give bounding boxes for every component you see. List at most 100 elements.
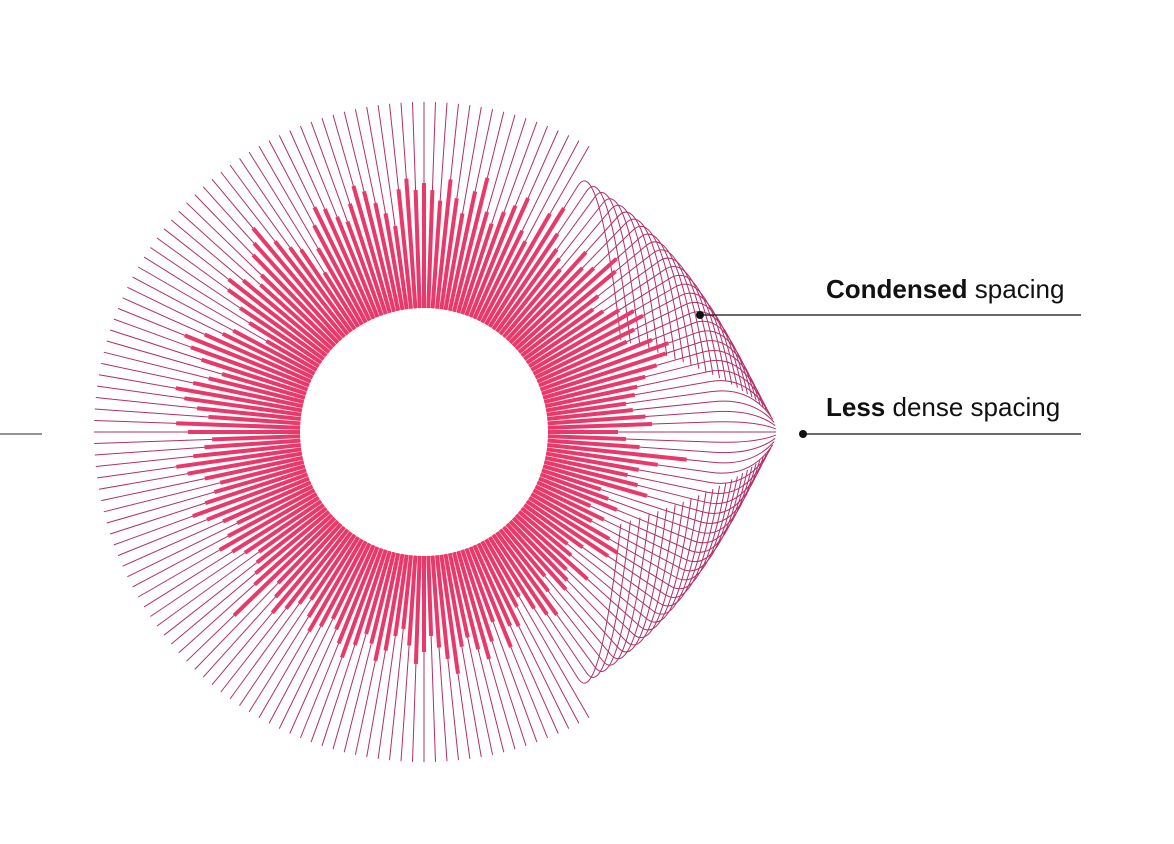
radial-bar [401, 555, 413, 630]
radial-bar [206, 476, 310, 522]
radial-bar [498, 528, 550, 593]
radial-bar [498, 257, 561, 336]
spoke-line [512, 225, 684, 363]
radial-bar [523, 307, 595, 361]
radial-bar [373, 552, 401, 662]
spoke-line [540, 330, 757, 401]
spoke-line [546, 380, 772, 417]
spoke-line [524, 488, 714, 607]
radial-bar [383, 213, 405, 311]
radial-bar [547, 443, 687, 462]
radial-bar [530, 309, 635, 372]
radial-bar [542, 363, 658, 400]
radial-bar [248, 321, 320, 368]
radial-bar [508, 519, 569, 582]
radial-bar [413, 190, 422, 309]
spoke-line [533, 292, 738, 388]
radial-bar [491, 232, 560, 331]
radial-bar [520, 506, 569, 546]
condensed-callout-dot [696, 311, 704, 319]
radial-bar [460, 549, 494, 642]
radial-bar [456, 550, 492, 660]
radial-bar [439, 554, 460, 674]
radial-bar [331, 542, 372, 620]
radial-bar [544, 455, 628, 478]
radial-bar [532, 488, 593, 523]
radial-bar [491, 533, 549, 616]
spoke-line [541, 340, 761, 404]
radial-bar [488, 207, 566, 328]
radial-bar [452, 177, 490, 313]
spoke-line [537, 311, 748, 395]
radial-bar [476, 542, 521, 627]
radial-bar [257, 503, 325, 554]
radial-bar [231, 496, 320, 554]
spoke-line [506, 507, 668, 653]
radial-bar [297, 531, 353, 605]
radial-bar [407, 555, 418, 646]
condensed-rest: spacing [967, 274, 1065, 304]
spoke-line [499, 514, 650, 666]
radial-bar [208, 414, 301, 426]
radial-bar [545, 451, 640, 472]
radial-bar [218, 492, 318, 552]
spoke-line [521, 249, 707, 372]
radial-bar [464, 547, 495, 623]
radial-bar [345, 220, 384, 317]
radial-bar [439, 198, 459, 310]
spoke-line [538, 466, 753, 544]
radial-bar [480, 540, 519, 608]
radial-bar [435, 555, 450, 660]
radial-bar [176, 447, 302, 469]
spoke-line [512, 501, 684, 639]
radial-bar [273, 240, 350, 336]
radial-bar [484, 212, 552, 326]
radial-bar [447, 190, 478, 312]
radial-bar [259, 283, 334, 351]
radial-bar [532, 313, 644, 376]
radial-bar [222, 480, 312, 524]
radial-bar [544, 384, 638, 409]
radial-bar [505, 250, 588, 342]
radial-bar [528, 496, 619, 555]
radial-bar [547, 438, 640, 450]
radial-bar [523, 503, 584, 549]
radial-bar [236, 484, 314, 525]
spoke-line [546, 444, 774, 474]
spoke-line [509, 218, 676, 360]
radial-bar [369, 551, 396, 644]
radial-bar [175, 386, 303, 413]
radial-bar [274, 522, 343, 599]
radial-bar [221, 372, 306, 400]
radial-bar [184, 333, 310, 388]
radial-bar [508, 266, 584, 345]
radial-bar [232, 328, 316, 376]
radial-bar [468, 546, 513, 648]
radial-bar [352, 549, 388, 646]
radial-bar [547, 414, 646, 426]
radial-bar [396, 189, 413, 309]
radial-bar [351, 185, 392, 314]
radial-bar [232, 516, 337, 617]
radial-bar [227, 288, 325, 361]
radial-bar [435, 179, 453, 309]
radial-bar [270, 525, 346, 615]
spoke-line [546, 390, 774, 420]
radial-bar [340, 547, 384, 659]
radial-bar [200, 357, 307, 396]
spoke-line [547, 421, 776, 430]
radial-bar [534, 327, 636, 380]
radial-bar [541, 468, 602, 492]
spoke-line [492, 186, 631, 344]
radial-bar [472, 544, 513, 627]
radial-bar [322, 271, 360, 328]
spoke-line [518, 495, 700, 623]
radial-bar [538, 337, 653, 388]
spoke-line [547, 400, 775, 423]
radial-bar [447, 552, 470, 638]
radial-bar [460, 223, 494, 315]
radial-bar [193, 443, 301, 459]
radial-bar [547, 408, 634, 421]
spoke-line [547, 410, 776, 427]
radial-bar [511, 266, 596, 348]
